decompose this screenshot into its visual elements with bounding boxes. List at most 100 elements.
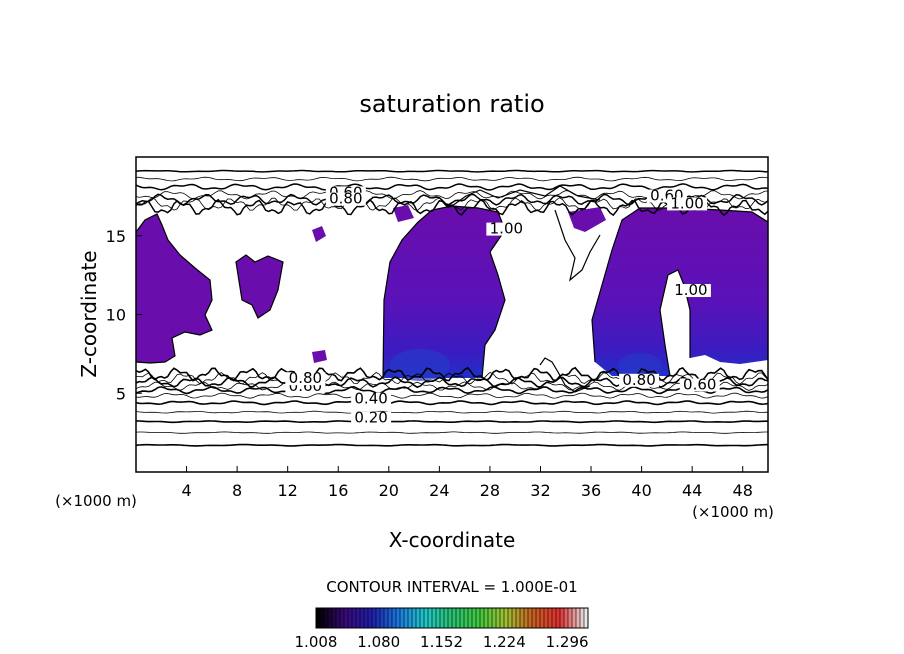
supersaturated-region-right [592,208,768,376]
colorbar-cell [444,608,449,628]
y-axis-ticks: 5 10 15 [106,227,142,403]
colorbar-cell [344,608,349,628]
colorbar-cell [536,608,541,628]
contour-level-label: 0.80 [289,369,322,387]
colorbar-cell [324,608,329,628]
contour-line-saturation [382,205,506,379]
colorbar-cell [500,608,505,628]
colorbar-cell [388,608,393,628]
colorbar-cell [364,608,369,628]
colorbar-cell [568,608,573,628]
colorbar-cell [440,608,445,628]
colorbar-cell [400,608,405,628]
contour-line-lower [136,366,768,383]
contour-annotation-label-background [619,373,660,387]
colorbar-cell [584,608,589,628]
contour-line-saturation [539,357,591,393]
supersaturated-speck-4 [568,207,606,232]
contour-level-label: 0.20 [354,409,387,427]
contour-annotation-label-background [679,378,720,392]
colorbar-tick-label: 1.152 [420,633,463,651]
colorbar-cell [424,608,429,628]
contour-line-lower [136,400,768,406]
colorbar-cell [464,608,469,628]
colorbar-cell [404,608,409,628]
colorbar-cell [472,608,477,628]
contour-line-upper [136,169,768,173]
colorbar-cell [348,608,353,628]
colorbar-cell [476,608,481,628]
y-tick-label: 5 [116,384,126,403]
colorbar-cell [384,608,389,628]
colorbar-cell [340,608,345,628]
contour-interval-text: CONTOUR INTERVAL = 1.000E-01 [326,578,577,596]
contour-line-saturation [554,209,601,282]
contour-annotation-label: 0.60 [683,376,716,394]
x-unit-left: (×1000 m) [55,492,137,510]
x-axis-ticks: 4 8 12 16 20 24 28 32 36 40 44 48 [181,466,753,500]
colorbar-cell [336,608,341,628]
contour-labels: 0.200.400.600.800.600.80 0.601.000.80 0.60… [285,183,720,427]
x-unit-right: (×1000 m) [692,503,774,521]
colorbar-cell [516,608,521,628]
colorbar-cell [356,608,361,628]
supersaturated-speck-1 [312,226,326,242]
contour-line-saturation [136,213,213,364]
supersaturated-region-left-2 [236,255,283,318]
x-tick-label: 16 [328,481,348,500]
colorbar-cell [412,608,417,628]
colorbar-cell [392,608,397,628]
x-axis-label: X-coordinate [389,528,516,552]
colorbar-cell [380,608,385,628]
contour-line-saturation [451,185,601,207]
colorbar-cell [460,608,465,628]
colorbar-cell [408,608,413,628]
colorbar-cell [480,608,485,628]
colorbar-cell [528,608,533,628]
colorbar-cell [432,608,437,628]
colorbar-cell [416,608,421,628]
x-tick-label: 24 [429,481,449,500]
x-tick-label: 12 [278,481,298,500]
contour-line-lower [136,392,768,399]
colorbar-cell [332,608,337,628]
colorbar-cell [372,608,377,628]
colorbar-tick-label: 1.224 [483,633,526,651]
colorbar-cell [580,608,585,628]
x-tick-label: 36 [581,481,601,500]
contour-annotation-label: 1.00 [490,220,523,238]
colorbar-cell [352,608,357,628]
chart-title: saturation ratio [359,90,544,118]
colorbar-cell [436,608,441,628]
colorbar-cell [560,608,565,628]
colorbar-cell [320,608,325,628]
colorbar-cell [540,608,545,628]
colorbar-cell [512,608,517,628]
colorbar-cell [496,608,501,628]
contour-level-label-background [351,411,392,425]
colorbar-cell [396,608,401,628]
colorbar-cell [548,608,553,628]
colorbar-cell [544,608,549,628]
y-tick-label: 15 [106,227,126,246]
x-tick-label: 28 [480,481,500,500]
colorbar-cell [484,608,489,628]
x-tick-label: 4 [181,481,191,500]
contour-annotation-label-background [670,284,711,298]
colorbar-tick-label: 1.296 [546,633,589,651]
supersaturated-speck-3 [393,205,414,222]
contour-level-label: 0.40 [354,390,387,408]
colorbar-cell [504,608,509,628]
colorbar-cell [564,608,569,628]
contour-annotation-label: 1.00 [674,281,707,299]
colorbar-cell [448,608,453,628]
contour-line-lower [136,376,768,389]
contour-annotation-label-background [486,222,527,236]
colorbar-cell [556,608,561,628]
contour-annotation-label-background [325,192,366,206]
colorbar-tick-label: 1.008 [295,633,338,651]
x-tick-label: 32 [530,481,550,500]
colorbar-cell [368,608,373,628]
contour-line-lower [136,410,768,414]
